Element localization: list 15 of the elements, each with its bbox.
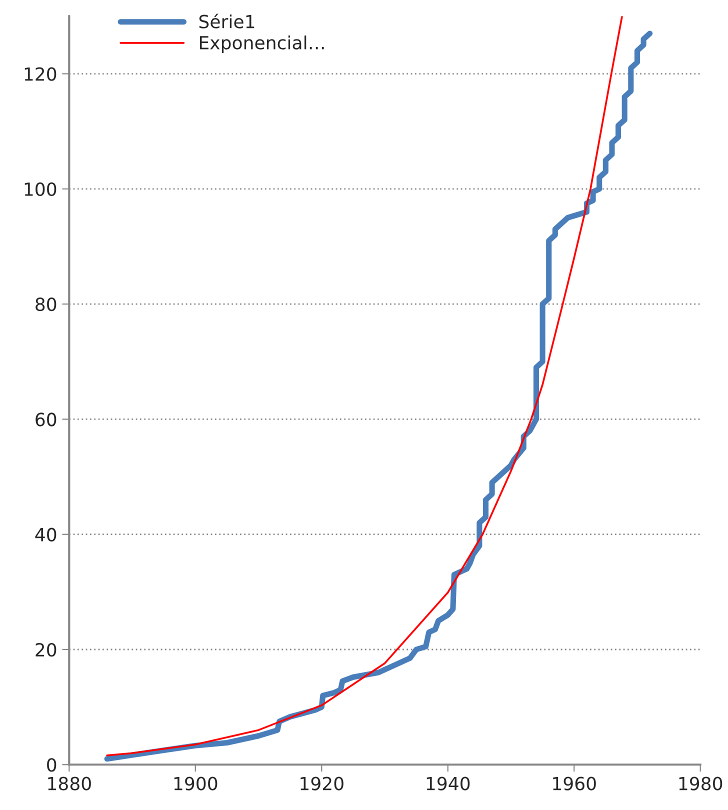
- y-tick-label: 80: [36, 298, 56, 312]
- x-tick-label: 1900: [174, 776, 218, 790]
- x-tick-label: 1920: [300, 776, 344, 790]
- y-tick-label: 20: [36, 642, 56, 657]
- y-tick-label: 120: [24, 67, 56, 81]
- x-tick-label: 1980: [679, 776, 722, 790]
- y-tick-label: 100: [24, 182, 56, 196]
- y-tick-label: 60: [36, 412, 56, 426]
- x-tick-label: 1880: [48, 776, 91, 790]
- x-tick-label: 1960: [553, 776, 596, 790]
- legend-label: Exponencial…: [200, 36, 324, 53]
- legend-label: Série1: [199, 14, 254, 28]
- y-tick-label: 0: [47, 758, 56, 772]
- y-tick-label: 40: [35, 528, 56, 542]
- x-tick-label: 1940: [426, 776, 470, 790]
